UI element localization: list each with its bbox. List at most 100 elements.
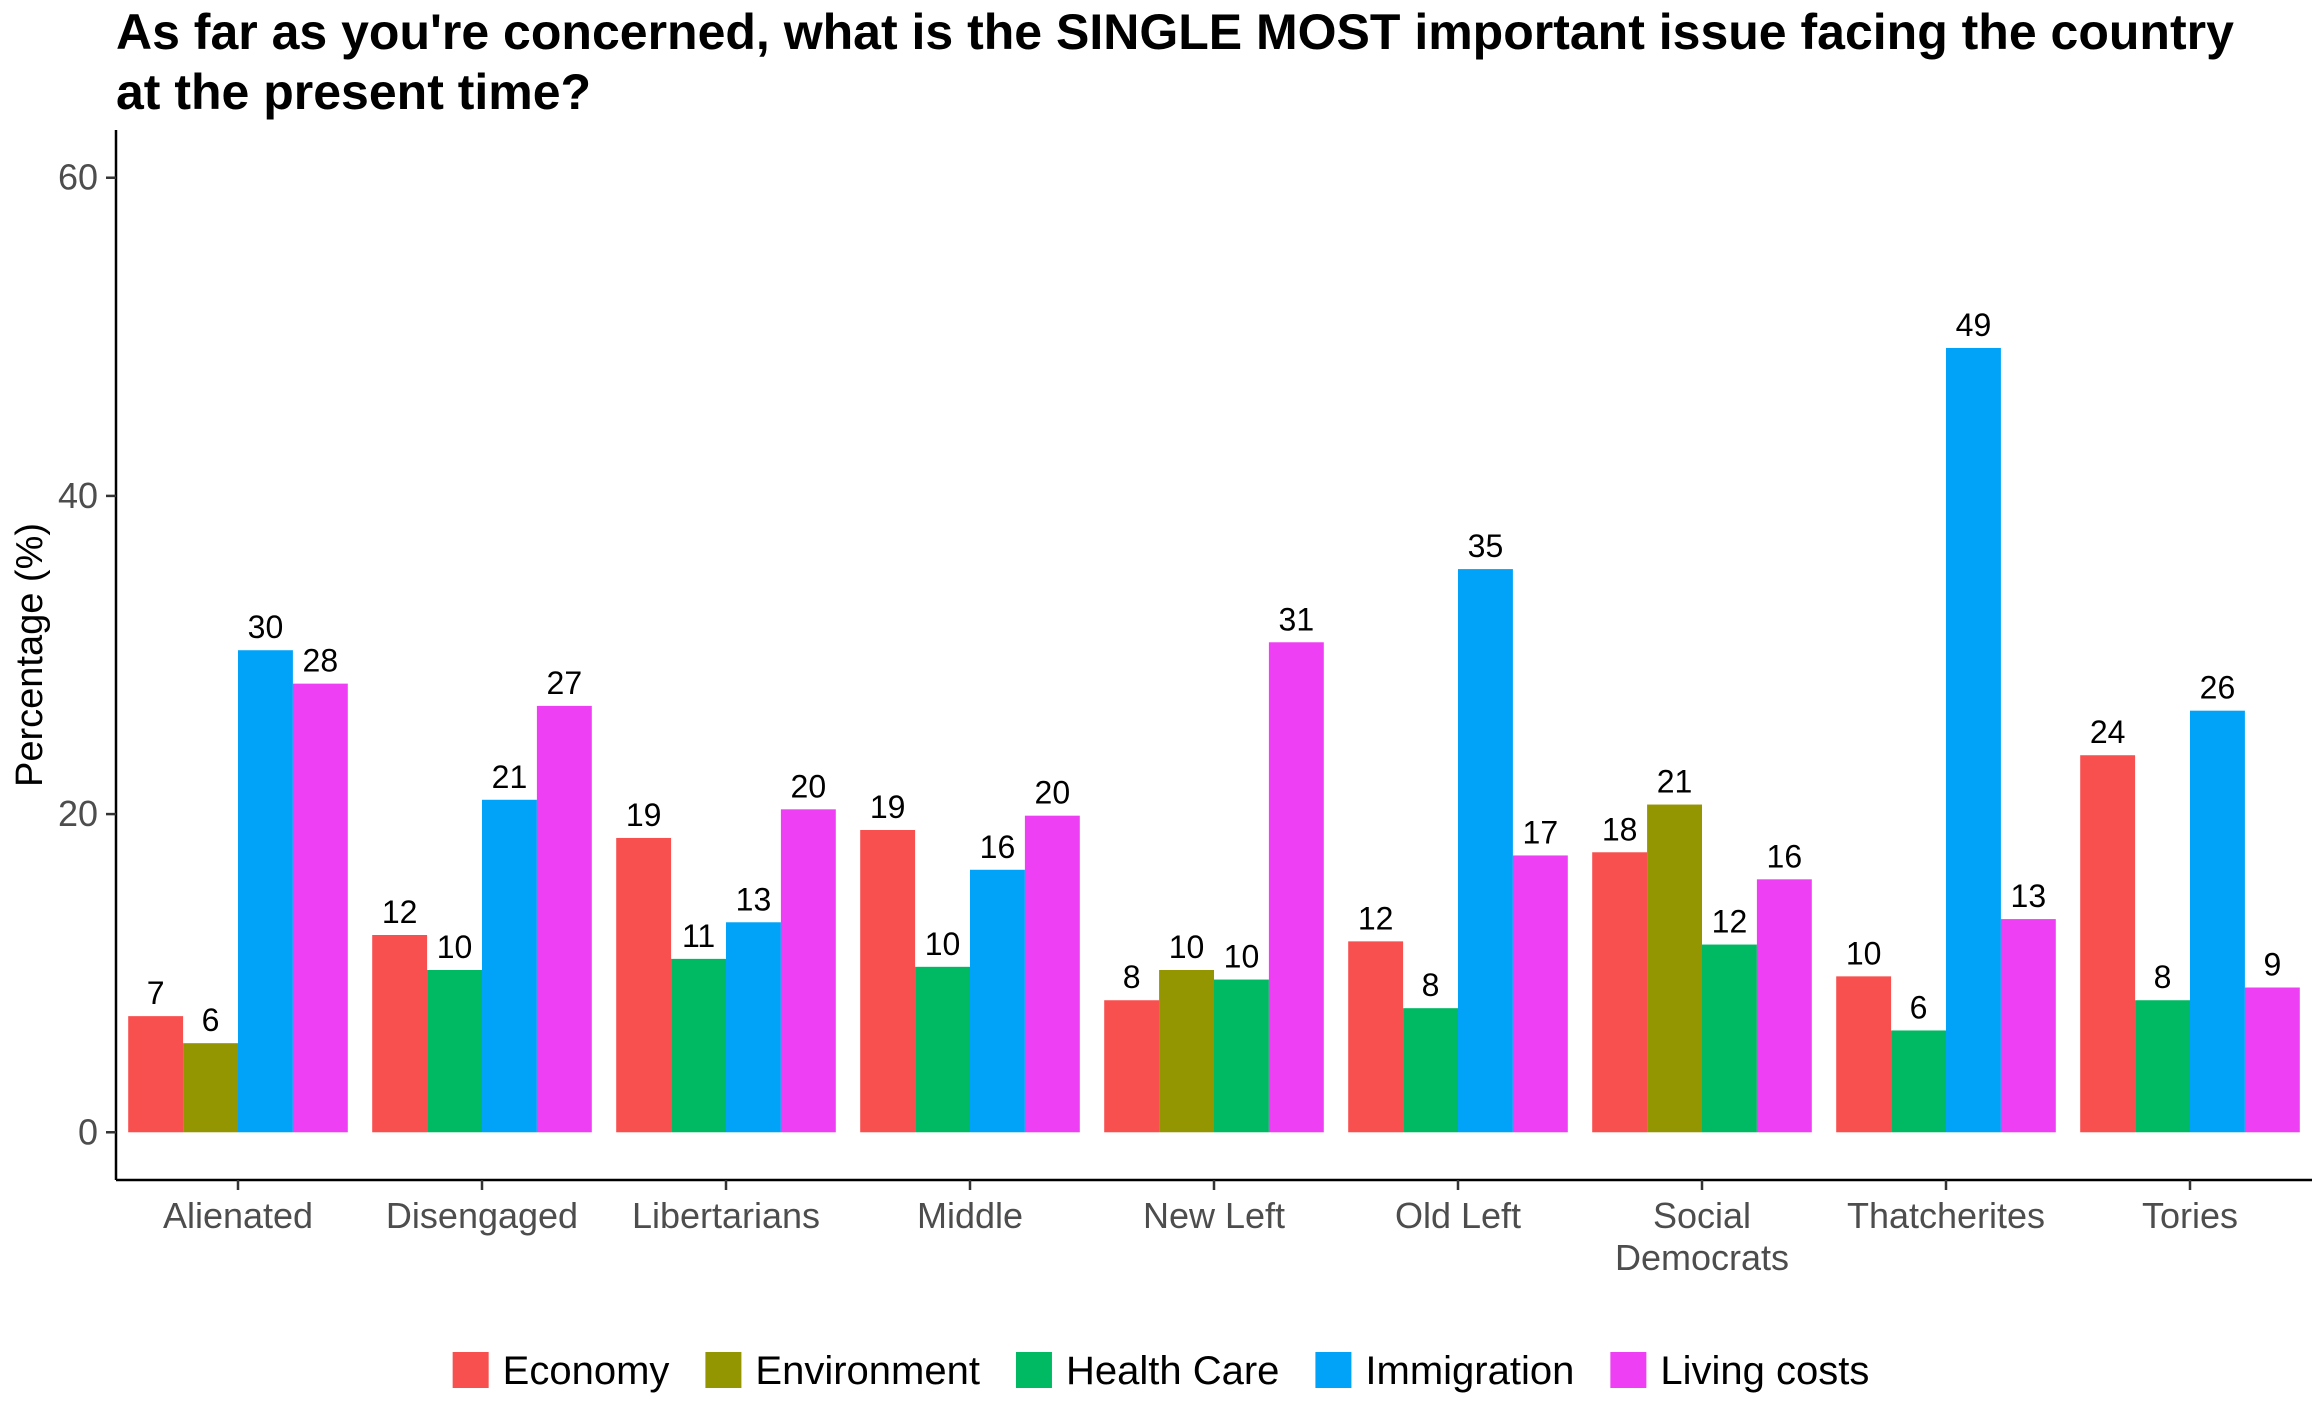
legend-label: Living costs	[1660, 1349, 1869, 1393]
data-label: 20	[1035, 775, 1071, 811]
data-label: 6	[202, 1002, 220, 1038]
x-tick-label: Tories	[2142, 1195, 2238, 1236]
data-label: 7	[147, 975, 165, 1011]
bar-health-care	[1891, 1030, 1946, 1133]
y-tick-label: 0	[78, 1111, 98, 1152]
bar-living-costs	[292, 683, 348, 1133]
legend-swatch-immigration	[1315, 1352, 1352, 1388]
data-label: 21	[492, 759, 528, 795]
data-label: 16	[980, 829, 1016, 865]
data-label: 10	[925, 926, 961, 962]
bar-economy	[1836, 976, 1892, 1133]
data-label: 28	[303, 643, 339, 679]
bar-living-costs	[1024, 815, 1080, 1133]
x-tick-label: Social	[1653, 1195, 1751, 1236]
data-label: 10	[1846, 935, 1882, 971]
data-label: 26	[2200, 670, 2236, 706]
data-label: 12	[382, 894, 418, 930]
data-label: 13	[736, 881, 772, 917]
x-tick-label: Middle	[917, 1195, 1023, 1236]
bar-health-care	[671, 958, 726, 1133]
bar-living-costs	[2000, 919, 2056, 1133]
legend-swatch-environment	[705, 1352, 742, 1388]
data-label: 20	[791, 768, 827, 804]
bar-living-costs	[1268, 642, 1324, 1133]
data-label: 35	[1468, 528, 1504, 564]
data-label: 30	[248, 609, 284, 645]
x-tick-label: Disengaged	[386, 1195, 578, 1236]
legend-item: Economy	[452, 1349, 670, 1393]
x-tick-label: Thatcherites	[1847, 1195, 2045, 1236]
bar-immigration	[482, 799, 537, 1133]
data-label: 19	[626, 797, 662, 833]
x-axis: Alienated Disengaged Libertarians Middle New…	[116, 1178, 2312, 1278]
data-label: 6	[1910, 989, 1928, 1025]
bar-environment	[1159, 970, 1214, 1133]
data-label: 12	[1712, 904, 1748, 940]
x-tick-label: New Left	[1143, 1195, 1285, 1236]
bar-economy	[860, 830, 916, 1133]
bar-immigration	[970, 869, 1025, 1133]
bar-economy	[2080, 755, 2136, 1133]
data-label: 16	[1767, 838, 1803, 874]
y-tick-label: 60	[58, 157, 98, 198]
legend: Economy Environment Health Care Immigration…	[452, 1349, 1869, 1393]
data-label: 17	[1523, 814, 1559, 850]
data-label: 10	[1169, 929, 1205, 965]
data-label: 27	[547, 665, 583, 701]
bar-immigration	[1946, 347, 2001, 1133]
legend-label: Environment	[755, 1349, 980, 1393]
bar-economy	[128, 1016, 184, 1133]
bar-economy	[616, 837, 672, 1133]
bar-health-care	[2135, 1000, 2190, 1133]
y-tick-label: 40	[58, 475, 98, 516]
bar-economy	[1592, 852, 1648, 1133]
data-label: 19	[870, 789, 906, 825]
chart-title: As far as you're concerned, what is the …	[116, 4, 2234, 120]
bar-health-care	[427, 970, 482, 1133]
y-tick-label: 20	[58, 793, 98, 834]
bar-health-care	[915, 966, 970, 1133]
y-axis: 0 20 40 60 Percentage (%)	[9, 130, 118, 1180]
bar-environment	[183, 1043, 238, 1133]
data-label: 13	[2011, 878, 2047, 914]
legend-item: Living costs	[1610, 1349, 1869, 1393]
bar-immigration	[1458, 569, 1513, 1133]
y-axis-title: Percentage (%)	[9, 523, 51, 787]
legend-label: Health Care	[1066, 1349, 1279, 1393]
bar-living-costs	[536, 705, 592, 1133]
legend-swatch-health-care	[1015, 1352, 1052, 1388]
bar-living-costs	[1512, 855, 1568, 1133]
legend-item: Health Care	[1015, 1349, 1279, 1393]
data-label: 8	[1422, 967, 1440, 1003]
bar-health-care	[1214, 979, 1269, 1133]
data-label: 10	[1224, 939, 1260, 975]
legend-swatch-living-costs	[1610, 1352, 1647, 1388]
data-label: 8	[1123, 959, 1141, 995]
legend-label: Immigration	[1365, 1349, 1574, 1393]
x-tick-label: Democrats	[1615, 1237, 1789, 1278]
bar-health-care	[1403, 1008, 1458, 1133]
legend-swatch-economy	[452, 1352, 489, 1388]
data-labels-group: 7 6 30 28 12 10 21 27 19 11 13 20 19 10 16 20 8 10 10 31 12 8…	[147, 307, 2281, 1038]
legend-label: Economy	[503, 1349, 670, 1393]
data-label: 9	[2263, 947, 2281, 983]
bar-health-care	[1702, 944, 1757, 1133]
x-tick-label: Alienated	[163, 1195, 313, 1236]
bar-economy	[1104, 1000, 1160, 1133]
data-label: 24	[2090, 714, 2126, 750]
bars-group	[128, 347, 2300, 1133]
data-label: 12	[1358, 900, 1394, 936]
data-label: 21	[1657, 764, 1693, 800]
data-label: 31	[1279, 601, 1315, 637]
data-label: 49	[1956, 307, 1992, 343]
bar-living-costs	[1756, 879, 1812, 1133]
data-label: 8	[2154, 959, 2172, 995]
data-label: 10	[437, 929, 473, 965]
bar-immigration	[726, 922, 781, 1133]
legend-item: Environment	[705, 1349, 980, 1393]
x-tick-label: Libertarians	[632, 1195, 820, 1236]
legend-item: Immigration	[1315, 1349, 1574, 1393]
bar-living-costs	[2244, 987, 2300, 1133]
